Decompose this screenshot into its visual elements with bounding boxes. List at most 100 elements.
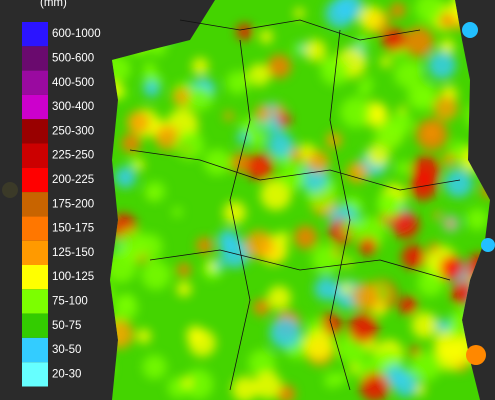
rain-cell — [136, 328, 152, 344]
rain-cell — [203, 148, 231, 176]
legend-swatch — [22, 22, 48, 47]
legend-label: 175-200 — [52, 198, 94, 210]
rain-cell — [325, 0, 355, 29]
rain-cell — [357, 81, 373, 96]
rain-cell — [118, 293, 135, 311]
rain-cell — [444, 217, 457, 230]
rain-cell — [121, 133, 141, 154]
legend-label: 600-1000 — [52, 28, 101, 40]
rain-cell — [380, 56, 392, 68]
legend-label: 225-250 — [52, 150, 94, 162]
rain-cell — [273, 104, 285, 117]
dot — [481, 238, 495, 252]
rain-cell — [436, 318, 450, 332]
rain-cell — [248, 130, 266, 148]
rain-cell — [356, 34, 369, 47]
rain-cell — [213, 259, 224, 270]
rain-cell — [332, 247, 342, 257]
rain-cell — [433, 95, 458, 121]
rain-cell — [248, 349, 276, 377]
rain-cell — [346, 161, 368, 184]
rain-cell — [409, 173, 437, 201]
rain-cell — [142, 61, 157, 76]
legend-panel — [0, 0, 110, 400]
rain-cell — [394, 60, 422, 88]
legend-unit: (mm) — [40, 0, 67, 9]
rain-cell — [293, 225, 318, 249]
rain-cell — [390, 2, 406, 18]
rain-cell — [340, 282, 353, 295]
legend-swatch — [22, 337, 48, 363]
legend-label: 100-125 — [52, 271, 94, 283]
legend-label: 400-500 — [52, 77, 94, 89]
rain-cell — [391, 211, 420, 239]
legend-label: 75-100 — [52, 295, 88, 307]
rain-cell — [182, 377, 193, 388]
rain-cell — [259, 29, 274, 44]
rain-cell — [172, 206, 183, 218]
rain-cell — [409, 345, 421, 357]
rain-cell — [114, 166, 137, 189]
legend: 600-1000 500-600 400-500 300-400 250-300 225-… — [22, 22, 101, 387]
rain-cell — [110, 251, 137, 283]
rain-cell — [307, 150, 330, 173]
legend-label: 50-75 — [52, 320, 81, 332]
rain-cell — [439, 13, 455, 28]
rain-cell — [415, 118, 448, 151]
rain-cell — [290, 148, 303, 161]
rain-cell — [442, 152, 456, 167]
legend-swatch — [22, 143, 48, 168]
legend-swatch — [22, 119, 48, 144]
rain-cell — [433, 211, 442, 220]
legend-label: 150-175 — [52, 223, 94, 235]
borders — [129, 19, 461, 391]
rain-cell — [279, 163, 306, 190]
rain-cell — [175, 130, 205, 160]
rain-cell — [176, 281, 192, 297]
rain-cell — [348, 313, 379, 344]
rain-cell — [134, 159, 145, 170]
legend-label: 300-400 — [52, 101, 94, 113]
legend-label: 200-225 — [52, 174, 94, 186]
rain-layer — [110, 0, 490, 400]
rain-cell — [349, 364, 358, 374]
legend-swatch — [22, 313, 48, 338]
legend-swatch — [22, 240, 48, 265]
rain-cell — [277, 112, 292, 127]
rain-cell — [126, 111, 150, 134]
dot — [466, 345, 486, 365]
rain-cell — [369, 104, 388, 123]
rain-cell — [439, 38, 455, 55]
rain-cell — [396, 160, 411, 175]
rain-cell — [260, 179, 292, 211]
rain-cell — [439, 255, 465, 280]
rain-cell — [254, 105, 272, 122]
legend-swatch — [22, 362, 48, 387]
rain-cell — [253, 371, 282, 400]
rain-cell — [340, 96, 371, 128]
rain-cell — [230, 152, 251, 173]
rain-cell — [466, 208, 489, 231]
rain-cell — [143, 80, 160, 97]
rain-cell — [376, 192, 401, 216]
legend-label: 500-600 — [52, 52, 94, 64]
rain-cell — [303, 329, 334, 360]
rain-cell — [447, 320, 464, 337]
rain-cell — [172, 87, 192, 107]
legend-label: 125-150 — [52, 247, 94, 259]
rain-cell — [384, 364, 407, 387]
legend-swatch — [22, 70, 48, 95]
rain-cell — [359, 372, 390, 400]
rain-cell — [236, 23, 253, 40]
rain-cell — [403, 26, 434, 57]
rain-cell — [240, 117, 258, 135]
rain-cell — [381, 27, 407, 52]
rain-cell — [414, 0, 445, 24]
rain-cell — [407, 80, 437, 111]
rain-cell — [226, 70, 250, 95]
legend-swatch — [22, 265, 48, 290]
rain-cell — [262, 121, 271, 130]
rain-cell — [253, 74, 262, 83]
rain-cell — [401, 244, 426, 270]
